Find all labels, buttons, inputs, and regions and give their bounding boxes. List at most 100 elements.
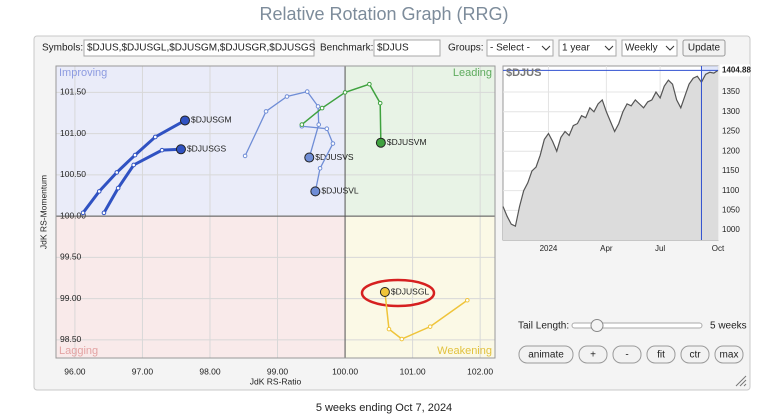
y-tick-label: 101.00 — [60, 128, 86, 138]
quadrant-label: Weakening — [437, 345, 492, 357]
tail-point — [386, 326, 392, 332]
tail-point — [96, 189, 102, 194]
tail-point — [304, 89, 310, 94]
symbols-value: $DJUS,$DJUSGL,$DJUSGM,$DJUSGR,$DJUSGS — [87, 43, 316, 54]
tail-point — [242, 153, 248, 159]
update-label: Update — [688, 43, 721, 54]
tail-button[interactable] — [646, 345, 676, 364]
benchmark-input[interactable] — [373, 39, 441, 57]
tail-button-label: max — [720, 350, 739, 361]
y-tick-label: 1100 — [722, 186, 740, 195]
tail-point — [152, 134, 158, 140]
tail-point — [159, 147, 165, 153]
tail-point — [315, 104, 321, 109]
tail-point — [427, 324, 433, 329]
tail-point — [342, 90, 348, 95]
head-point[interactable] — [375, 137, 386, 148]
price-title: $DJUS — [506, 67, 541, 79]
x-tick-label: 101.00 — [400, 366, 426, 376]
series-label: $DJUSVM — [387, 137, 427, 147]
period-value: 1 year — [562, 43, 590, 54]
slider-knob[interactable] — [590, 319, 604, 332]
head-point[interactable] — [175, 144, 186, 155]
benchmark-label: Benchmark: — [320, 43, 373, 54]
groups-value: - Select - — [490, 43, 530, 54]
tail-button[interactable] — [714, 345, 744, 364]
groups-label: Groups: — [448, 43, 484, 54]
tail-point — [80, 210, 86, 216]
tail-point — [330, 141, 336, 146]
quadrant — [56, 216, 346, 358]
x-tick-label: 102.00 — [467, 366, 493, 376]
tail-button-label: ctr — [689, 350, 701, 361]
x-tick-label: Jul — [655, 244, 665, 253]
y-tick-label: 1300 — [722, 107, 740, 116]
tail-button-label: + — [590, 350, 596, 361]
caret — [604, 45, 614, 51]
y-axis-label: JdK RS-Momentum — [38, 175, 48, 249]
quadrant-label: Lagging — [59, 345, 98, 357]
y-tick-label: 1200 — [722, 146, 740, 155]
tail-point — [263, 109, 269, 114]
tail-slider[interactable] — [571, 322, 703, 329]
head-point[interactable] — [304, 152, 315, 163]
y-tick-label: 101.50 — [60, 87, 86, 97]
tail-button[interactable] — [680, 345, 710, 364]
page-title: Relative Rotation Graph (RRG) — [259, 4, 508, 24]
tail-point — [114, 170, 120, 175]
period-select[interactable] — [558, 39, 617, 57]
quadrant — [56, 66, 346, 217]
tail-point — [367, 81, 372, 87]
tail — [81, 119, 186, 214]
tail-point — [377, 100, 383, 106]
update-button[interactable] — [682, 39, 726, 57]
tail-point — [465, 297, 470, 303]
y-tick-label: 1350 — [722, 87, 740, 96]
tail-point — [316, 122, 322, 127]
tail-length-value: 5 weeks — [710, 321, 747, 332]
tail-point — [324, 126, 330, 131]
price-line — [502, 69, 719, 228]
tail-button[interactable] — [578, 345, 608, 364]
head-point[interactable] — [310, 186, 321, 197]
frequency-value: Weekly — [625, 43, 658, 54]
x-tick-label: Apr — [600, 244, 613, 253]
x-tick-label: 99.00 — [267, 366, 289, 376]
x-axis-label: JdK RS-Ratio — [250, 376, 302, 386]
tail-point — [399, 336, 405, 342]
caret — [665, 45, 675, 51]
y-tick-label: 1250 — [722, 127, 740, 136]
symbols-input[interactable] — [83, 39, 315, 57]
tail-point — [101, 210, 107, 216]
tail-button[interactable] — [612, 345, 642, 364]
series-label: $DJUSVS — [315, 152, 354, 162]
quadrant-label: Leading — [453, 67, 492, 79]
resize-grip — [735, 375, 747, 387]
tail-button[interactable] — [518, 345, 574, 364]
plot-frame — [55, 65, 496, 359]
head-point[interactable] — [379, 287, 390, 298]
x-tick-label: Oct — [712, 244, 725, 253]
frequency-select[interactable] — [621, 39, 678, 57]
series-label: $DJUSGL — [391, 286, 430, 296]
y-tick-label: 1000 — [722, 225, 740, 234]
tail-point — [319, 105, 325, 111]
y-tick-label: 99.50 — [60, 252, 82, 262]
x-tick-label: 97.00 — [132, 366, 154, 376]
tail-button-label: - — [625, 350, 628, 361]
tail-point — [115, 185, 121, 191]
head-point[interactable] — [179, 115, 190, 126]
y-tick-label: 100.50 — [60, 169, 86, 179]
tail-point — [132, 152, 138, 158]
tail-length-label: Tail Length: — [518, 321, 569, 332]
y-tick-label: 100.00 — [60, 210, 86, 220]
x-tick-label: 100.00 — [332, 366, 358, 376]
tail-point — [131, 162, 136, 168]
footer: 5 weeks ending Oct 7, 2024 — [316, 402, 452, 414]
y-tick-label: 1150 — [722, 166, 740, 175]
benchmark-value: $DJUS — [377, 43, 409, 54]
highlight-ring — [360, 278, 436, 308]
groups-select[interactable] — [486, 39, 554, 57]
tail-point — [317, 165, 323, 171]
tail-point — [299, 122, 305, 127]
